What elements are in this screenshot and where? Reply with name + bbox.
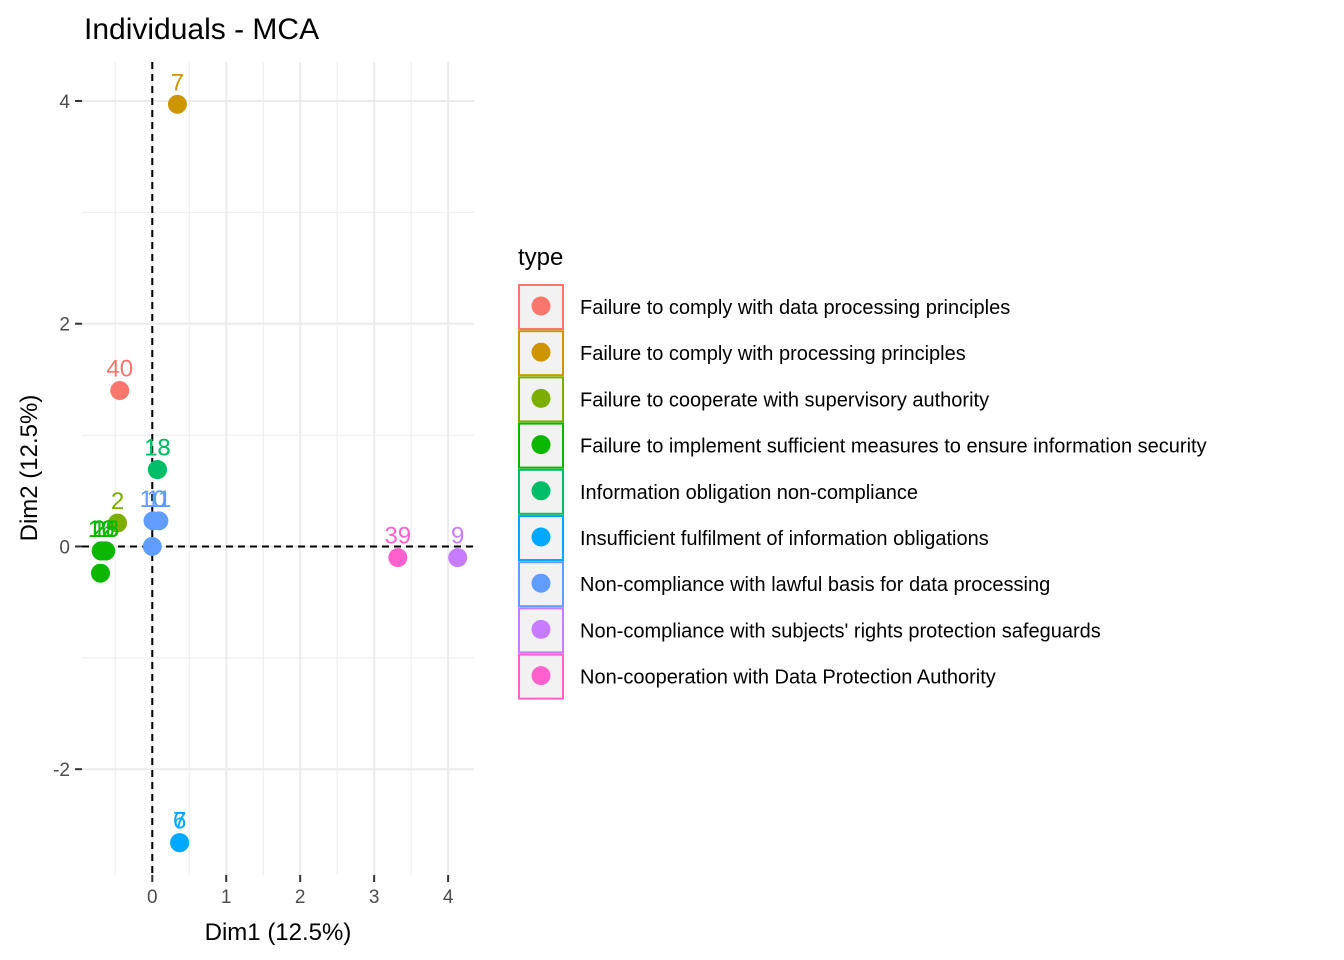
legend-key-point [531,666,551,686]
x-tick-label: 2 [295,887,306,908]
legend-key [518,607,564,654]
legend-label: Failure to comply with processing princi… [580,343,966,365]
x-tick-label: 0 [147,887,158,908]
grid-minor [82,62,474,875]
x-tick-label: 4 [443,887,454,908]
legend-label: Insufficient fulfilment of information o… [580,528,989,550]
data-point [147,460,167,480]
legend-label: Failure to implement sufficient measures… [580,436,1207,458]
legend-key-point [531,573,551,593]
legend-label: Non-compliance with subjects' rights pro… [580,620,1101,642]
point-label: 7 [173,808,186,835]
y-axis-label: Dim2 (12.5%) [16,395,43,542]
data-point [142,536,162,556]
point-label: 16 [88,516,115,543]
point-label: 10 [140,486,167,513]
legend-key-point [531,481,551,501]
data-point [388,548,408,568]
plot-panel [82,62,474,875]
point-label: 13 [144,435,171,462]
point-label: 39 [384,523,411,550]
data-point [96,541,116,561]
legend: type Failure to comply with data process… [518,244,1207,700]
y-tick-label: -2 [53,760,70,781]
data-point [167,94,187,114]
y-tick-label: 2 [59,315,70,336]
data-point [149,511,169,531]
y-axis: -2 0 2 4 [53,92,82,781]
data-points [90,94,468,853]
legend-key-point [531,435,551,455]
x-tick-label: 3 [369,887,380,908]
legend-key-point [531,296,551,316]
legend-label: Failure to comply with data processing p… [580,297,1010,319]
data-point [110,381,130,401]
legend-key-point [531,527,551,547]
data-point [90,563,110,583]
chart-title: Individuals - MCA [84,13,319,46]
point-label: 40 [106,356,133,383]
y-tick-label: 0 [59,537,70,558]
point-label: 28 [92,516,119,543]
x-tick-label: 1 [221,887,232,908]
x-axis: 0 1 2 3 4 [147,875,454,908]
legend-label: Failure to cooperate with supervisory au… [580,389,989,411]
point-label: 7 [171,69,184,96]
point-label: 18 [144,435,171,462]
data-point [108,513,128,533]
y-tick-label: 4 [59,92,70,113]
point-label: 2 [111,488,124,515]
data-point [448,548,468,568]
legend-title: type [518,244,563,271]
data-point [170,833,190,853]
legend-label: Non-compliance with lawful basis for dat… [580,574,1050,596]
point-label: 11 [146,486,171,513]
point-label: 6 [173,808,186,835]
legend-label: Information obligation non-compliance [580,482,918,504]
legend-label: Non-cooperation with Data Protection Aut… [580,667,996,689]
legend-key-point [531,342,551,362]
point-label: 9 [451,523,464,550]
point-label: 12 [88,516,115,543]
legend-key-point [531,388,551,408]
legend-key-point [531,619,551,639]
point-label: 15 [92,516,119,543]
x-axis-label: Dim1 (12.5%) [205,919,352,946]
